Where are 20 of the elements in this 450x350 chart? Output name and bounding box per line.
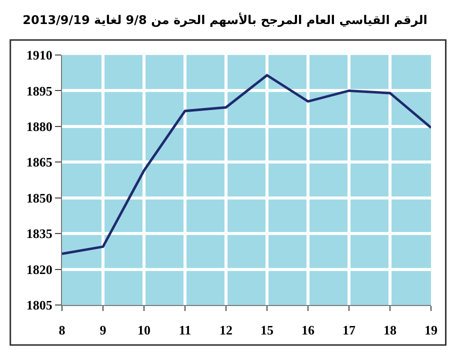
x-tick-label: 18 [384, 322, 397, 338]
y-tick-label: 1850 [26, 190, 52, 206]
x-tick-label: 12 [220, 322, 232, 338]
y-tick-label: 1895 [26, 83, 53, 98]
y-tick-label: 1820 [26, 262, 52, 277]
y-tick-label: 1910 [26, 48, 52, 63]
y-tick-label: 1805 [26, 298, 53, 313]
chart-title: الرقم القياسي العام المرجح بالأسهم الحرة من 9/8 لغاية 2013/9/19 [22, 12, 428, 28]
x-tick-label: 10 [138, 322, 150, 338]
y-tick-label: 1865 [26, 154, 53, 170]
y-tick-label: 1835 [26, 226, 53, 242]
x-tick-label: 16 [302, 322, 315, 338]
line-series [62, 74, 431, 256]
x-tick-label: 11 [178, 322, 192, 338]
x-tick-label: 19 [424, 322, 438, 338]
x-tick-label: 17 [342, 322, 356, 338]
x-tick-label: 15 [260, 322, 274, 338]
x-tick-label: 9 [100, 322, 107, 338]
y-tick-label: 1880 [26, 118, 52, 134]
x-tick-label: 8 [58, 322, 66, 338]
